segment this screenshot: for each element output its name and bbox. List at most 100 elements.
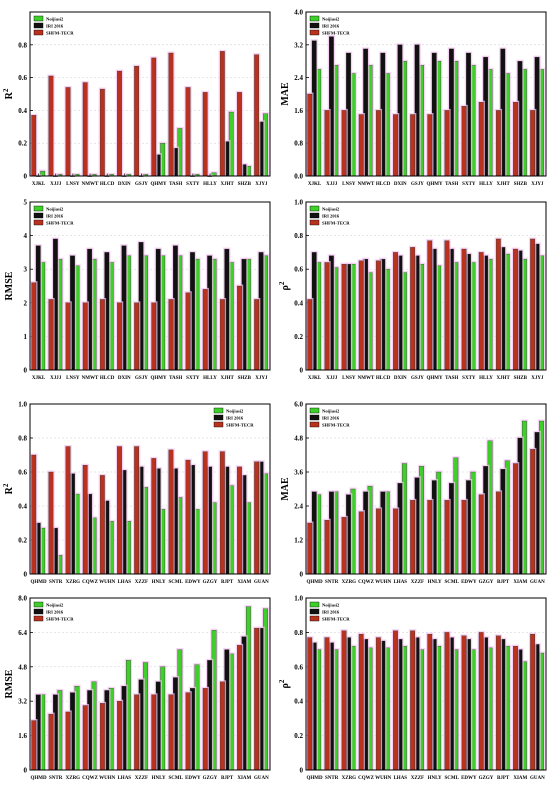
x-tick-label: SNTR (325, 776, 339, 781)
x-tick-label: HLLY (479, 182, 493, 187)
x-tick-label: DXIN (394, 182, 407, 187)
x-tick-label: SHZB (514, 182, 528, 187)
legend-label: IRI 2016 (226, 416, 244, 421)
x-tick-label: CQWZ (358, 776, 375, 781)
x-tick-label: SHZB (238, 182, 252, 187)
bar (495, 110, 501, 177)
x-tick-label: HNLY (428, 580, 442, 585)
x-tick-label: NMWT (358, 376, 375, 381)
bar (444, 632, 450, 771)
chart-panel-8: 0 0.2 0.4 0.6 0.8 1.0 ρ2 QHMD SNTR XZRG CQWZ WUHN LH… (278, 595, 547, 781)
legend-label: Noijiasi2 (322, 17, 340, 22)
y-tick-label: 1.0 (294, 595, 303, 603)
x-tick-label: HLLY (203, 376, 217, 381)
x-tick-label: HLCD (376, 376, 391, 381)
legend-label: Noijiasi2 (322, 603, 340, 608)
x-tick-label: QHMD (307, 580, 323, 585)
bar (99, 703, 105, 771)
y-tick-label: 3.2 (18, 698, 27, 706)
chart-panel-5: 0 0.2 0.4 0.6 0.8 1.0 R2 QHMD SNTR XZRG CQWZ WUHN LH… (2, 401, 271, 585)
bar (410, 247, 416, 371)
bar (307, 93, 313, 177)
bar (254, 461, 260, 575)
bar (48, 713, 54, 771)
bar (65, 302, 71, 371)
bar (478, 494, 484, 575)
x-tick-label: SNTR (49, 776, 63, 781)
bar (461, 106, 467, 177)
bar (117, 302, 122, 371)
bar (82, 705, 88, 771)
x-tick-label: XZRG (66, 580, 81, 585)
bar (427, 240, 433, 371)
y-tick-label: 0.4 (294, 698, 303, 706)
legend-swatch (309, 421, 320, 428)
y-tick-label: 1.6 (294, 107, 303, 115)
bar (151, 458, 157, 575)
bar (341, 630, 347, 771)
bar (254, 54, 260, 177)
y-axis-label: RMSE (4, 669, 15, 698)
x-tick-label: SCML (444, 776, 459, 781)
y-tick-label: 2.4 (294, 503, 303, 511)
y-axis-label-main: MAE (280, 82, 291, 106)
legend-label: SHFM-TECR (46, 221, 74, 226)
bar (219, 681, 225, 771)
y-tick-label: 2.4 (294, 74, 303, 82)
x-tick-label: XZZF (135, 580, 148, 585)
x-tick-label: XJYJ (531, 182, 544, 187)
bar (427, 633, 433, 771)
bar (358, 511, 364, 575)
x-tick-label: EDWY (461, 776, 477, 781)
bar (237, 466, 242, 575)
legend-label: SHFM-TECR (322, 31, 350, 36)
bar (99, 475, 105, 575)
bar (307, 299, 313, 371)
x-tick-label: SXTY (186, 182, 200, 187)
bar (134, 65, 140, 177)
bar (134, 694, 140, 771)
x-tick-label: QHMY (427, 182, 443, 187)
bar (151, 694, 157, 771)
bar (530, 110, 536, 177)
y-axis-label-main: R (4, 486, 15, 494)
legend-swatch (309, 219, 320, 226)
bar (427, 500, 433, 575)
x-tick-label: CQWZ (82, 580, 99, 585)
y-tick-label: 0.4 (294, 299, 303, 307)
bar (237, 285, 242, 371)
chart-panel-7: 0 1.6 3.2 4.8 6.4 8.0 RMSE QHMD SNTR XZRG CQWZ WUHN… (4, 595, 271, 781)
x-tick-label: TASH (169, 182, 182, 187)
y-axis-label-sup: 2 (278, 679, 286, 683)
bar (495, 635, 501, 771)
bar (168, 52, 174, 177)
x-tick-label: GSJY (411, 182, 424, 187)
x-tick-label: SXTY (462, 376, 476, 381)
legend-swatch (33, 615, 44, 622)
y-tick-label: 4.8 (294, 435, 303, 443)
x-tick-label: CQWZ (82, 776, 99, 781)
plot-frame (29, 403, 271, 575)
x-tick-label: LHAS (393, 580, 407, 585)
bar (31, 454, 37, 575)
x-tick-label: NMWT (358, 182, 375, 187)
y-tick-label: 0 (300, 571, 304, 579)
bar (444, 500, 450, 575)
x-tick-label: DXIN (394, 376, 407, 381)
bar (65, 446, 71, 575)
bar (82, 82, 88, 177)
x-tick-label: EDWY (185, 580, 201, 585)
y-tick-label: 0.2 (18, 537, 27, 545)
legend-swatch (309, 608, 320, 615)
bar (117, 70, 122, 177)
y-tick-label: 6.0 (294, 401, 303, 409)
bar (48, 75, 54, 177)
x-tick-label: HLCD (376, 182, 391, 187)
x-tick-label: QHMY (427, 376, 443, 381)
x-tick-label: GZGY (479, 776, 494, 781)
y-tick-label: 0.6 (294, 266, 303, 274)
x-tick-label: EDWY (461, 580, 477, 585)
x-tick-label: BJPT (497, 776, 510, 781)
y-tick-label: 0 (24, 571, 28, 579)
